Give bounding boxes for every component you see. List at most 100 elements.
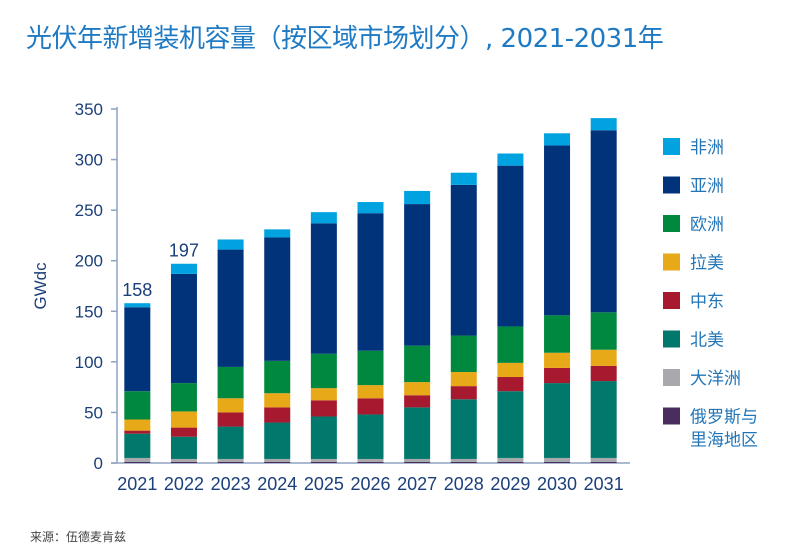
- x-tick-label: 2026: [350, 474, 390, 494]
- bar-segment: [170, 427, 197, 437]
- x-tick-label: 2031: [584, 474, 624, 494]
- bar-segment: [310, 400, 337, 417]
- bar-segment: [450, 458, 477, 462]
- bar-segment: [590, 118, 617, 131]
- bar-segment: [217, 461, 244, 463]
- bar-segment: [124, 419, 151, 431]
- bar-segment: [217, 366, 244, 399]
- legend-label: 拉美: [690, 254, 724, 274]
- bar-segment: [264, 360, 291, 394]
- x-tick-label: 2024: [257, 474, 297, 494]
- bar-segment: [590, 365, 617, 382]
- bar-segment: [404, 204, 431, 346]
- bar-segment: [497, 377, 524, 392]
- bar-segment: [170, 273, 197, 384]
- x-tick-label: 2027: [397, 474, 437, 494]
- bar-segment: [124, 430, 151, 434]
- bar-segment: [404, 458, 431, 462]
- bar-segment: [544, 133, 571, 146]
- y-tick-label: 0: [94, 454, 103, 473]
- legend-swatch: [663, 330, 680, 348]
- bar-segment: [357, 213, 384, 351]
- bar-segment: [404, 461, 431, 463]
- bar-segment: [544, 315, 571, 353]
- y-tick-label: 150: [75, 302, 103, 321]
- legend-label-line2: 里海地区: [690, 431, 758, 451]
- bar-segment: [310, 458, 337, 462]
- bar-segment: [544, 461, 571, 463]
- y-tick-label: 50: [84, 403, 103, 422]
- bar-segment: [450, 371, 477, 387]
- bar-segment: [264, 237, 291, 361]
- bar-segment: [217, 458, 244, 462]
- bar-segment: [310, 388, 337, 401]
- legend-label: 亚洲: [690, 177, 724, 197]
- bar-segment: [450, 172, 477, 185]
- bar-segment: [264, 458, 291, 462]
- bar-segment: [450, 386, 477, 400]
- source-note: 来源：伍德麦肯兹: [30, 530, 127, 544]
- legend-swatch: [663, 138, 680, 155]
- y-tick-label: 250: [75, 201, 103, 220]
- bar-segment: [170, 411, 197, 428]
- legend-label: 俄罗斯与: [690, 408, 758, 428]
- bar-segment: [497, 461, 524, 463]
- bar-segment: [310, 416, 337, 459]
- bar-segment: [357, 350, 384, 386]
- bar-segment: [450, 461, 477, 463]
- bar-segment: [310, 461, 337, 463]
- bar-segment: [450, 335, 477, 372]
- bar-segment: [450, 184, 477, 336]
- bar-segment: [264, 422, 291, 459]
- y-tick-label: 200: [75, 252, 103, 271]
- x-tick-label: 2023: [211, 474, 251, 494]
- legend-label: 大洋洲: [690, 369, 741, 389]
- bar-segment: [357, 458, 384, 462]
- bar-segment: [497, 165, 524, 327]
- chart-title: 光伏年新增装机容量（按区域市场划分）, 2021-2031年: [26, 24, 664, 54]
- bar-segment: [404, 382, 431, 396]
- bar-segment: [264, 461, 291, 463]
- bar-segment: [497, 457, 524, 462]
- bar-segment: [544, 352, 571, 368]
- legend-label: 非洲: [690, 138, 724, 158]
- bar-segment: [590, 130, 617, 313]
- bar-segment: [310, 353, 337, 389]
- legend-swatch: [663, 253, 680, 271]
- y-tick-label: 300: [75, 151, 103, 170]
- bar-segment: [357, 385, 384, 399]
- bar-segment: [310, 212, 337, 224]
- bar-segment: [497, 391, 524, 458]
- legend-swatch: [663, 176, 680, 194]
- bar-segment: [124, 461, 151, 463]
- legend-swatch: [663, 369, 680, 386]
- legend-label: 欧洲: [690, 215, 724, 235]
- bar-segment: [590, 349, 617, 366]
- x-tick-label: 2025: [304, 474, 344, 494]
- x-tick-label: 2029: [490, 474, 530, 494]
- bar-segment: [217, 426, 244, 459]
- bar-segment: [497, 153, 524, 166]
- bar-segment: [170, 458, 197, 462]
- x-tick-label: 2030: [537, 474, 577, 494]
- bar-segment: [264, 229, 291, 238]
- bar-segment: [170, 383, 197, 412]
- data-label: 158: [122, 280, 152, 300]
- bar-segment: [544, 383, 571, 458]
- bar-segment: [357, 461, 384, 463]
- bar-segment: [124, 457, 151, 462]
- bar-segment: [217, 412, 244, 427]
- bar-segment: [357, 398, 384, 415]
- bar-segment: [170, 461, 197, 463]
- bar-segment: [590, 457, 617, 462]
- bar-segment: [450, 399, 477, 459]
- x-tick-label: 2021: [117, 474, 157, 494]
- bar-segment: [544, 367, 571, 384]
- bar-segment: [357, 202, 384, 214]
- legend-swatch: [663, 215, 680, 232]
- bar-segment: [404, 395, 431, 408]
- bar-segment: [404, 345, 431, 383]
- bar-segment: [217, 239, 244, 250]
- bar-segment: [124, 303, 151, 308]
- y-tick-label: 350: [75, 100, 103, 119]
